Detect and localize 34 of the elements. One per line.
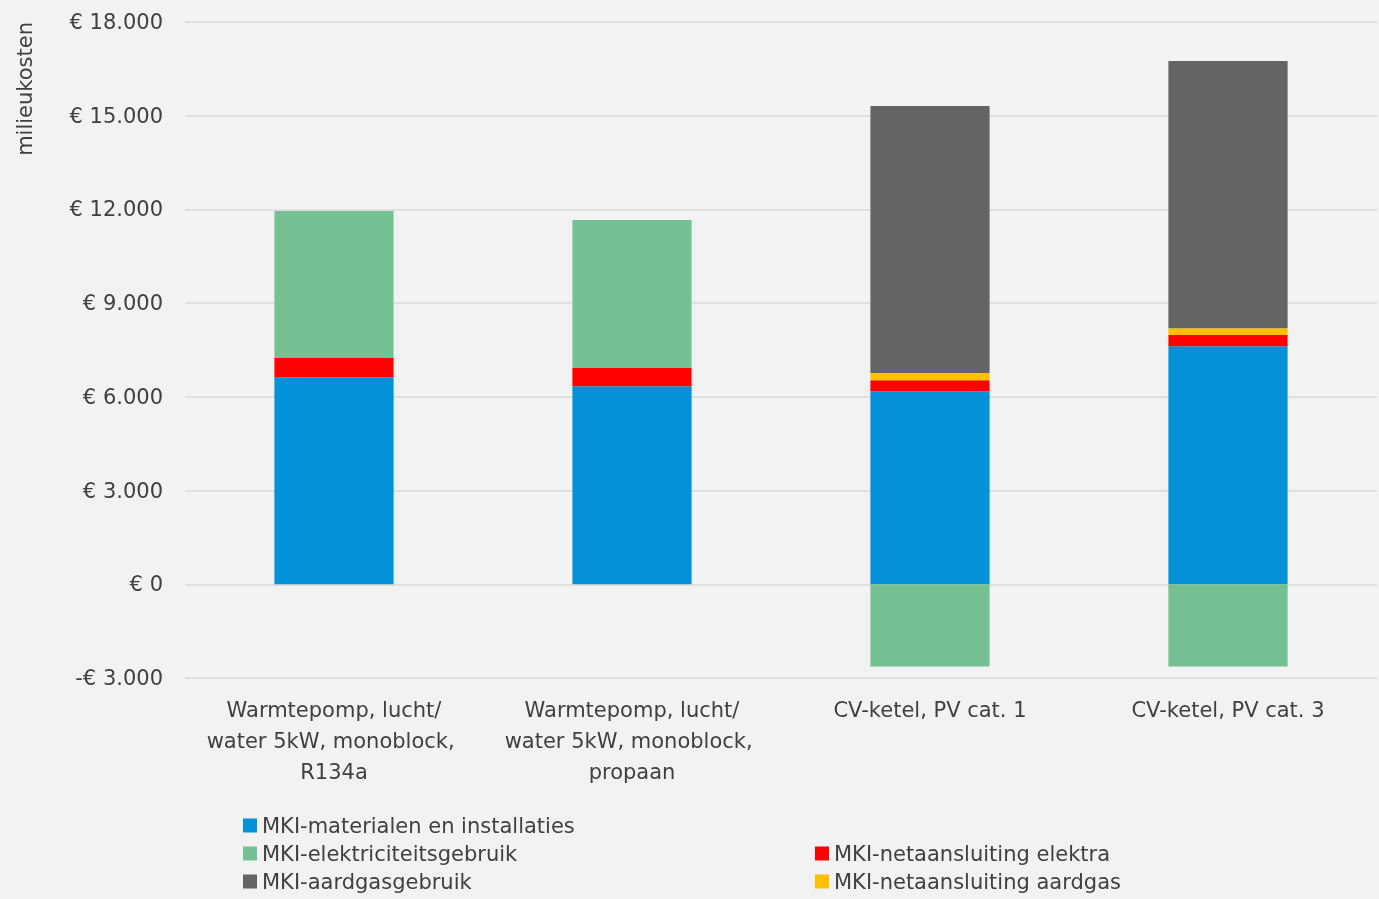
y-tick-label: € 18.000	[69, 10, 163, 34]
bar	[870, 380, 990, 392]
y-axis-title: milieukosten	[12, 22, 37, 156]
bar	[572, 220, 692, 369]
bar	[870, 373, 990, 381]
x-tick-label: CV-ketel, PV cat. 3	[1131, 697, 1325, 722]
bar	[1168, 584, 1288, 667]
legend-label: MKI-netaansluiting aardgas	[834, 869, 1121, 894]
legend-label: MKI-materialen en installaties	[262, 813, 575, 838]
bar	[274, 210, 394, 359]
y-tick-label: € 9.000	[82, 291, 163, 316]
legend-label: MKI-netaansluiting elektra	[834, 841, 1111, 866]
x-tick-label: Warmtepomp, lucht/water 5kW, monoblock, R134a	[206, 697, 462, 784]
bar	[870, 584, 990, 667]
legend-label: MKI-elektriciteitsgebruik	[262, 841, 519, 866]
bar	[870, 391, 990, 585]
bar	[1168, 335, 1288, 347]
y-tick-label: € 12.000	[69, 197, 163, 222]
y-tick-label: € 15.000	[69, 103, 163, 128]
legend-label: MKI-aardgasgebruik	[262, 869, 473, 894]
y-tick-label: -€ 3.000	[75, 666, 163, 690]
bar	[870, 106, 990, 374]
y-tick-label: € 6.000	[82, 384, 163, 409]
bar	[572, 368, 692, 387]
bar	[274, 358, 394, 378]
bar	[274, 377, 394, 585]
y-tick-label: € 0	[129, 572, 163, 597]
x-tick-label: CV-ketel, PV cat. 1	[833, 697, 1027, 722]
x-tick-label: Warmtepomp, lucht/water 5kW, monoblock, propaan	[504, 697, 760, 784]
bar	[1168, 346, 1288, 585]
bar	[1168, 328, 1288, 336]
bar	[572, 386, 692, 585]
bar	[1168, 61, 1288, 329]
y-tick-label: € 3.000	[82, 478, 163, 503]
